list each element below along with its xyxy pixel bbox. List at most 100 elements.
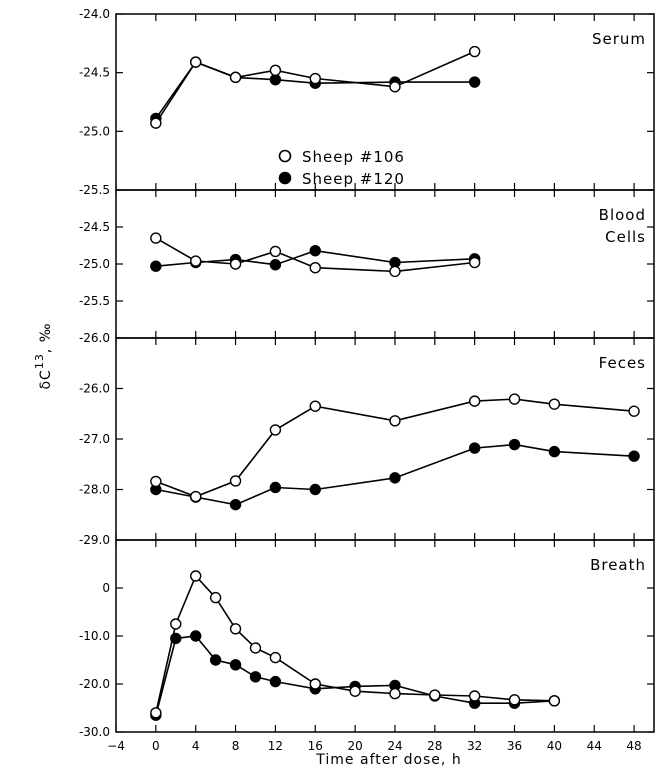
panel-3: -26.0 -27.0 -28.0 -29.0 Feces: [79, 337, 655, 547]
data-point-sheep-106: [209, 591, 222, 604]
series-line-sheep-106: [155, 398, 635, 498]
y-tick-label: -28.0: [79, 483, 110, 497]
panel-title: Cells: [605, 228, 646, 246]
panels: -24.0 -24.5 -25.0 -25.5 Serum -24.5 -25.0 -25.5…: [79, 7, 655, 753]
data-point-sheep-106: [508, 694, 521, 706]
y-tick-label: -24.0: [79, 7, 110, 21]
x-tick-label: 8: [232, 739, 240, 753]
data-point-sheep-106: [150, 707, 162, 719]
data-point-sheep-106: [269, 245, 282, 258]
data-point-sheep-106: [548, 695, 561, 707]
data-point-sheep-120: [309, 244, 321, 257]
x-tick-label: 0: [152, 739, 160, 753]
data-point-sheep-106: [508, 393, 521, 405]
y-tick-label: -24.5: [79, 66, 110, 80]
y-tick-label: 0: [102, 581, 110, 595]
data-point-sheep-106: [190, 56, 202, 68]
panel-title: Serum: [592, 30, 646, 48]
data-point-sheep-106: [429, 689, 441, 701]
y-axis-title-unit: ‰: [38, 322, 54, 342]
data-point-sheep-106: [468, 690, 481, 702]
x-tick-label: 28: [427, 739, 442, 753]
data-point-sheep-120: [468, 76, 481, 88]
x-tick-label: 12: [268, 739, 283, 753]
data-point-sheep-106: [349, 685, 361, 697]
data-point-sheep-106: [389, 265, 401, 278]
series-line-sheep-120: [155, 443, 635, 506]
x-tick-label: −4: [107, 739, 125, 753]
data-point-sheep-120: [229, 659, 242, 671]
series-line-sheep-120: [155, 635, 555, 716]
data-point-sheep-120: [628, 450, 640, 462]
x-tick-label: 48: [626, 739, 641, 753]
data-point-sheep-106: [229, 258, 242, 270]
data-point-sheep-120: [309, 483, 321, 496]
y-tick-label: -25.0: [79, 124, 110, 138]
data-point-sheep-120: [190, 630, 202, 642]
data-point-sheep-106: [309, 72, 321, 85]
data-point-sheep-106: [548, 398, 561, 410]
data-point-sheep-106: [150, 475, 162, 488]
data-point-sheep-106: [628, 405, 640, 417]
panel-2: -24.5 -25.0 -25.5 -26.0 Blood Cells: [79, 189, 655, 345]
y-tick-label: -20.0: [79, 677, 110, 691]
y-tick-label: -25.0: [79, 257, 110, 271]
data-point-sheep-106: [150, 117, 162, 129]
data-point-sheep-120: [389, 472, 401, 484]
x-tick-label: 24: [387, 739, 402, 753]
legend-label-sheep-106: Sheep #106: [302, 148, 405, 166]
y-tick-label: -29.0: [79, 533, 110, 547]
data-point-sheep-106: [249, 642, 262, 654]
data-point-sheep-120: [249, 671, 262, 683]
y-axis-title: δC13, ‰: [33, 322, 54, 389]
x-axis-title: Time after dose, h: [315, 752, 461, 768]
panel-title: Blood: [599, 206, 646, 224]
y-tick-label: -25.5: [79, 294, 110, 308]
data-point-sheep-120: [269, 259, 282, 271]
panel-title: Feces: [599, 354, 646, 372]
data-point-sheep-106: [190, 255, 202, 267]
x-tick-label: 20: [347, 739, 362, 753]
x-tick-label: 40: [547, 739, 562, 753]
y-tick-label: -26.0: [79, 382, 110, 396]
data-point-sheep-120: [269, 74, 282, 86]
x-tick-label: 4: [192, 739, 200, 753]
x-tick-label: 44: [587, 739, 602, 753]
data-point-sheep-106: [309, 678, 321, 690]
y-tick-label: -26.0: [79, 331, 110, 345]
data-point-sheep-106: [468, 45, 481, 58]
data-point-sheep-106: [468, 256, 481, 269]
data-point-sheep-106: [150, 232, 162, 244]
svg-text:δC13, ‰: δC13, ‰: [33, 322, 54, 389]
data-point-sheep-120: [269, 481, 282, 494]
data-point-sheep-106: [309, 262, 321, 274]
y-axis-title-sup: 13: [33, 353, 46, 369]
data-point-sheep-120: [269, 675, 282, 688]
legend-label-sheep-120: Sheep #120: [302, 170, 405, 188]
series-line-sheep-120: [155, 61, 475, 119]
y-tick-label: -24.5: [79, 220, 110, 234]
data-point-sheep-106: [269, 64, 282, 77]
y-tick-label: -27.0: [79, 432, 110, 446]
data-point-sheep-106: [389, 81, 401, 93]
data-point-sheep-106: [468, 395, 481, 407]
data-point-sheep-120: [508, 438, 521, 451]
y-tick-label: -30.0: [79, 725, 110, 739]
panel-1: -24.0 -24.5 -25.0 -25.5 Serum: [79, 7, 655, 197]
data-point-sheep-106: [229, 71, 242, 84]
data-point-sheep-120: [548, 445, 561, 458]
legend-marker-open: [278, 149, 292, 163]
panel-frame: [115, 337, 655, 541]
data-point-sheep-106: [190, 570, 202, 582]
legend-marker-filled: [278, 171, 292, 185]
panel-title: Breath: [590, 556, 646, 574]
y-tick-label: -10.0: [79, 629, 110, 643]
data-point-sheep-120: [150, 260, 162, 272]
data-point-sheep-106: [229, 475, 242, 487]
x-tick-label: 16: [308, 739, 323, 753]
data-point-sheep-106: [309, 400, 321, 412]
data-point-sheep-120: [468, 442, 481, 454]
y-tick-label: -25.5: [79, 183, 110, 197]
